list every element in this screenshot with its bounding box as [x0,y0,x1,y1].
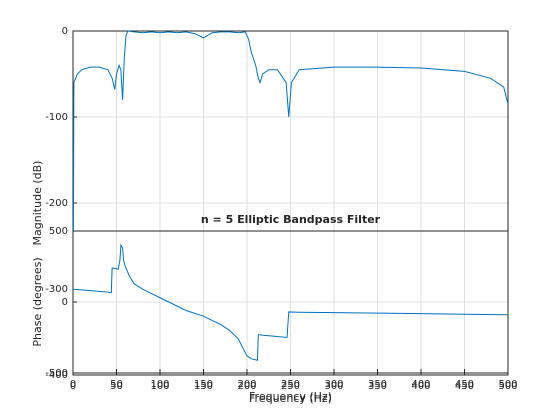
x-tick-label: 150 [194,381,213,392]
y-tick-label: -300 [45,284,68,295]
y-tick-label: 0 [62,297,68,308]
x-tick-label: 0 [70,381,76,392]
x-tick-label: 500 [498,379,517,390]
x-tick-label: 500 [498,381,517,392]
y-axis-label: Phase (degrees) [31,257,44,346]
y-tick-label: -500 [45,368,68,379]
x-tick-label: 450 [455,381,474,392]
x-tick-label: 100 [150,379,169,390]
y-tick-label: 500 [49,226,68,237]
y-tick-label: -200 [45,198,68,209]
x-tick-label: 150 [194,379,213,390]
axes-box [72,230,509,374]
x-tick-label: 0 [70,379,76,390]
x-tick-label: 300 [324,381,343,392]
y-tick-label: -400 [45,370,68,381]
x-tick-label: 400 [411,381,430,392]
line [72,30,509,358]
x-tick-label: 50 [110,381,123,392]
x-tick-label: 300 [324,379,343,390]
x-axis-label: Frequency (Hz) [249,390,332,403]
y-tick-label: -100 [45,112,68,123]
x-axis-label: Frequency (Hz) [249,392,332,405]
x-tick-label: 350 [368,379,387,390]
chart-title: n = 5 Elliptic Bandpass Filter [201,213,381,226]
x-tick-label: 50 [110,379,123,390]
y-axis-label: Magnitude (dB) [31,161,44,246]
y-tick-label: 0 [62,26,68,37]
x-tick-label: 350 [368,381,387,392]
x-tick-label: 400 [411,379,430,390]
line [72,243,509,361]
x-tick-label: 200 [237,379,256,390]
x-tick-label: 250 [281,379,300,390]
x-tick-label: 450 [455,379,474,390]
x-tick-label: 100 [150,381,169,392]
x-tick-label: 200 [237,381,256,392]
x-tick-label: 250 [281,381,300,392]
